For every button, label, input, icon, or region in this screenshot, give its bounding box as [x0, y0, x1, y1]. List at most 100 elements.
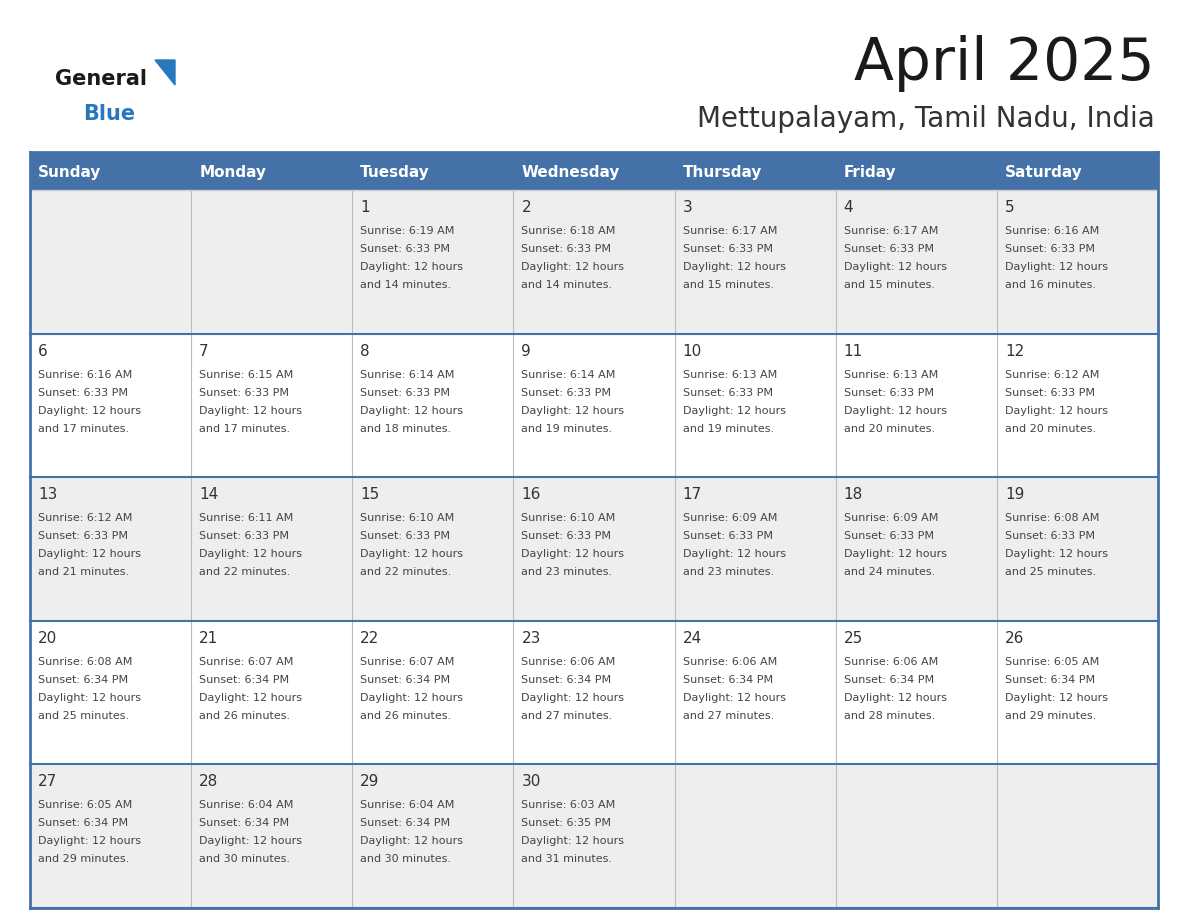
Bar: [30, 765, 1158, 908]
Text: Sunset: 6:33 PM: Sunset: 6:33 PM: [1005, 244, 1095, 254]
Text: 25: 25: [843, 631, 862, 645]
Text: and 17 minutes.: and 17 minutes.: [200, 423, 290, 433]
Text: Daylight: 12 hours: Daylight: 12 hours: [360, 406, 463, 416]
Text: 17: 17: [683, 487, 702, 502]
Text: Monday: Monday: [200, 165, 266, 181]
Text: 14: 14: [200, 487, 219, 502]
Text: Blue: Blue: [83, 104, 135, 124]
Text: and 24 minutes.: and 24 minutes.: [843, 567, 935, 577]
Text: Sunset: 6:33 PM: Sunset: 6:33 PM: [1005, 387, 1095, 397]
Bar: [30, 621, 1158, 765]
Text: Sunset: 6:33 PM: Sunset: 6:33 PM: [38, 532, 128, 542]
Text: Daylight: 12 hours: Daylight: 12 hours: [38, 693, 141, 703]
Text: and 19 minutes.: and 19 minutes.: [683, 423, 773, 433]
Text: 10: 10: [683, 343, 702, 359]
Text: Sunday: Sunday: [38, 165, 101, 181]
Text: Daylight: 12 hours: Daylight: 12 hours: [38, 406, 141, 416]
Text: Sunset: 6:34 PM: Sunset: 6:34 PM: [683, 675, 772, 685]
Text: 18: 18: [843, 487, 862, 502]
Text: Sunset: 6:34 PM: Sunset: 6:34 PM: [200, 675, 289, 685]
Text: and 30 minutes.: and 30 minutes.: [360, 855, 451, 865]
Text: Daylight: 12 hours: Daylight: 12 hours: [843, 693, 947, 703]
Text: Sunset: 6:33 PM: Sunset: 6:33 PM: [200, 387, 289, 397]
Text: 3: 3: [683, 200, 693, 215]
Text: Sunrise: 6:18 AM: Sunrise: 6:18 AM: [522, 226, 615, 236]
Text: and 15 minutes.: and 15 minutes.: [683, 280, 773, 290]
Text: 28: 28: [200, 775, 219, 789]
Text: 30: 30: [522, 775, 541, 789]
Text: Daylight: 12 hours: Daylight: 12 hours: [683, 406, 785, 416]
Text: Sunset: 6:35 PM: Sunset: 6:35 PM: [522, 819, 612, 828]
Text: 2: 2: [522, 200, 531, 215]
Text: Daylight: 12 hours: Daylight: 12 hours: [360, 693, 463, 703]
Text: Daylight: 12 hours: Daylight: 12 hours: [1005, 693, 1108, 703]
Text: and 29 minutes.: and 29 minutes.: [1005, 711, 1097, 721]
Text: and 26 minutes.: and 26 minutes.: [200, 711, 290, 721]
Text: and 14 minutes.: and 14 minutes.: [360, 280, 451, 290]
Text: 4: 4: [843, 200, 853, 215]
Text: Daylight: 12 hours: Daylight: 12 hours: [200, 693, 302, 703]
Text: Friday: Friday: [843, 165, 896, 181]
Text: Daylight: 12 hours: Daylight: 12 hours: [360, 549, 463, 559]
Text: 15: 15: [360, 487, 379, 502]
Text: Sunset: 6:34 PM: Sunset: 6:34 PM: [38, 675, 128, 685]
Text: and 28 minutes.: and 28 minutes.: [843, 711, 935, 721]
Bar: [30, 333, 1158, 477]
Text: Sunset: 6:34 PM: Sunset: 6:34 PM: [200, 819, 289, 828]
Text: 8: 8: [360, 343, 369, 359]
Text: 11: 11: [843, 343, 862, 359]
Text: 24: 24: [683, 631, 702, 645]
Polygon shape: [154, 60, 175, 85]
Text: Sunrise: 6:09 AM: Sunrise: 6:09 AM: [843, 513, 939, 523]
Text: Sunset: 6:33 PM: Sunset: 6:33 PM: [360, 532, 450, 542]
Text: Thursday: Thursday: [683, 165, 762, 181]
Text: 27: 27: [38, 775, 57, 789]
Text: 23: 23: [522, 631, 541, 645]
Text: and 16 minutes.: and 16 minutes.: [1005, 280, 1095, 290]
Text: Daylight: 12 hours: Daylight: 12 hours: [843, 262, 947, 272]
Text: Daylight: 12 hours: Daylight: 12 hours: [683, 262, 785, 272]
Text: Sunrise: 6:08 AM: Sunrise: 6:08 AM: [38, 656, 132, 666]
Text: Sunset: 6:33 PM: Sunset: 6:33 PM: [683, 532, 772, 542]
Text: Sunset: 6:34 PM: Sunset: 6:34 PM: [38, 819, 128, 828]
Text: 9: 9: [522, 343, 531, 359]
Text: and 21 minutes.: and 21 minutes.: [38, 567, 129, 577]
Text: Sunrise: 6:10 AM: Sunrise: 6:10 AM: [360, 513, 455, 523]
Text: and 27 minutes.: and 27 minutes.: [683, 711, 773, 721]
Text: Daylight: 12 hours: Daylight: 12 hours: [522, 693, 625, 703]
Text: Sunset: 6:33 PM: Sunset: 6:33 PM: [843, 244, 934, 254]
Text: and 18 minutes.: and 18 minutes.: [360, 423, 451, 433]
Text: Sunset: 6:34 PM: Sunset: 6:34 PM: [360, 819, 450, 828]
Text: Sunrise: 6:17 AM: Sunrise: 6:17 AM: [683, 226, 777, 236]
Text: Wednesday: Wednesday: [522, 165, 620, 181]
Text: and 17 minutes.: and 17 minutes.: [38, 423, 129, 433]
Text: Daylight: 12 hours: Daylight: 12 hours: [1005, 549, 1108, 559]
Text: 20: 20: [38, 631, 57, 645]
Text: Sunset: 6:33 PM: Sunset: 6:33 PM: [360, 387, 450, 397]
Text: Daylight: 12 hours: Daylight: 12 hours: [843, 549, 947, 559]
Text: and 27 minutes.: and 27 minutes.: [522, 711, 613, 721]
Text: Daylight: 12 hours: Daylight: 12 hours: [522, 406, 625, 416]
Text: Sunset: 6:34 PM: Sunset: 6:34 PM: [522, 675, 612, 685]
Text: and 25 minutes.: and 25 minutes.: [1005, 567, 1097, 577]
Text: Sunset: 6:33 PM: Sunset: 6:33 PM: [683, 387, 772, 397]
Text: Daylight: 12 hours: Daylight: 12 hours: [683, 693, 785, 703]
Bar: [30, 190, 1158, 333]
Text: 6: 6: [38, 343, 48, 359]
Text: 29: 29: [360, 775, 380, 789]
Text: and 14 minutes.: and 14 minutes.: [522, 280, 613, 290]
Text: Daylight: 12 hours: Daylight: 12 hours: [200, 836, 302, 846]
Bar: [30, 152, 1158, 190]
Text: General: General: [55, 69, 147, 89]
Text: and 22 minutes.: and 22 minutes.: [360, 567, 451, 577]
Text: Sunset: 6:34 PM: Sunset: 6:34 PM: [1005, 675, 1095, 685]
Text: Sunset: 6:33 PM: Sunset: 6:33 PM: [683, 244, 772, 254]
Text: Sunrise: 6:06 AM: Sunrise: 6:06 AM: [522, 656, 615, 666]
Text: Daylight: 12 hours: Daylight: 12 hours: [522, 836, 625, 846]
Text: 21: 21: [200, 631, 219, 645]
Text: Sunset: 6:33 PM: Sunset: 6:33 PM: [360, 244, 450, 254]
Text: Sunrise: 6:08 AM: Sunrise: 6:08 AM: [1005, 513, 1099, 523]
Text: and 30 minutes.: and 30 minutes.: [200, 855, 290, 865]
Text: Sunset: 6:33 PM: Sunset: 6:33 PM: [522, 387, 612, 397]
Text: Daylight: 12 hours: Daylight: 12 hours: [360, 836, 463, 846]
